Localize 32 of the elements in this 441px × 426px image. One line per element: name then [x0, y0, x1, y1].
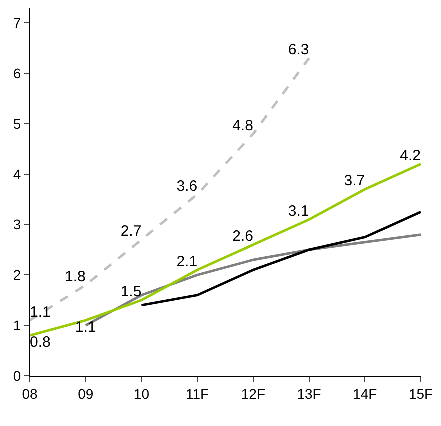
y-tick-label: 2	[13, 267, 22, 284]
data-label: 1.5	[120, 284, 142, 301]
x-tick-label: 12F	[241, 386, 266, 402]
data-label: 3.6	[176, 178, 198, 195]
data-label: 3.7	[344, 172, 366, 190]
y-tick-label: 3	[13, 216, 22, 233]
x-tick-label: 14F	[353, 386, 378, 402]
x-tick-label: 15F	[408, 386, 434, 402]
y-tick-label: 4	[13, 166, 22, 182]
data-label: 2.6	[232, 228, 254, 246]
x-tick-label: 09	[78, 386, 94, 402]
x-tick-label: 11F	[186, 386, 210, 402]
data-label: 1.8	[65, 268, 86, 286]
x-tick-label: 13F	[297, 386, 322, 402]
data-label: 2.1	[176, 253, 198, 270]
y-tick-label: 7	[13, 15, 22, 32]
data-label: 1.1	[30, 304, 51, 321]
y-tick-label: 6	[13, 65, 22, 82]
data-label: 3.1	[288, 202, 310, 220]
y-tick-label: 1	[13, 317, 22, 334]
data-label: 6.3	[288, 42, 310, 59]
data-label: 2.7	[120, 223, 142, 240]
data-label: 4.8	[232, 117, 254, 134]
data-label: 4.2	[400, 148, 421, 165]
x-tick-label: 08	[22, 386, 38, 402]
data-label: 0.8	[30, 334, 51, 351]
y-tick-label: 5	[13, 116, 22, 132]
data-label: 1.1	[75, 318, 96, 336]
line-series	[30, 57, 311, 322]
x-tick-label: 10	[134, 386, 150, 402]
line-series	[30, 163, 421, 337]
y-tick-label: 0	[13, 368, 22, 384]
